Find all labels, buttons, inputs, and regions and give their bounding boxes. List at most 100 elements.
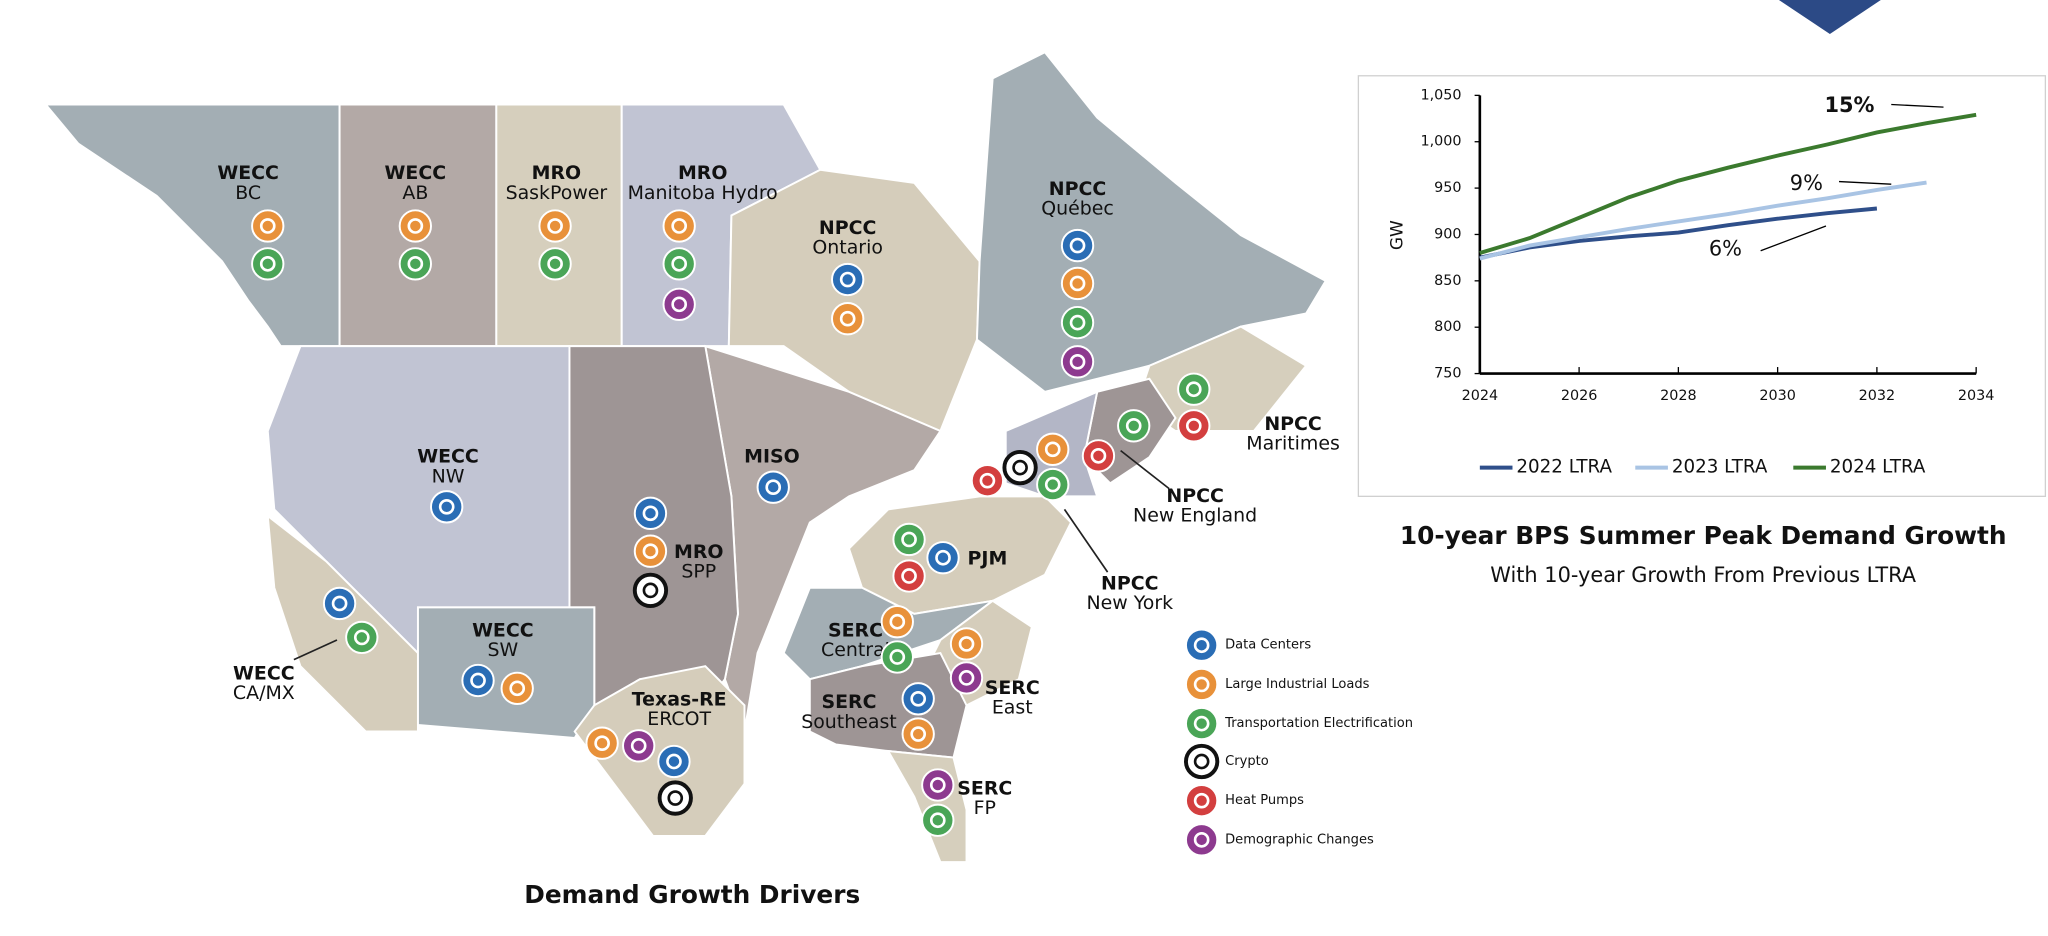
- icon-glyph: [630, 737, 647, 754]
- region-name: WECC: [385, 162, 447, 184]
- icon-glyph: [1090, 448, 1107, 464]
- driver-icon: [949, 661, 984, 695]
- icon-ring: [622, 729, 656, 763]
- annotation-line: [1838, 180, 1892, 185]
- leader-line: [1063, 508, 1109, 573]
- icon-ring: [461, 663, 495, 698]
- icon-ring: [662, 247, 696, 281]
- icon-glyph: [407, 218, 424, 234]
- series-line: [1479, 206, 1878, 260]
- icon-glyph: [547, 218, 563, 234]
- driver-icon: [662, 287, 696, 321]
- icon-ring: [1060, 345, 1095, 379]
- region-name: NPCC: [1166, 485, 1223, 507]
- icon-ring: [1183, 743, 1220, 780]
- driver-icon: [756, 470, 790, 504]
- driver-icon: [1117, 409, 1151, 443]
- region-subname: East: [992, 696, 1033, 718]
- driver-icon: [1184, 823, 1219, 857]
- icon-glyph: [935, 549, 951, 566]
- chart-frame: [1357, 75, 2047, 497]
- corner-shape: [1778, 0, 1881, 34]
- region: [847, 495, 1073, 615]
- driver-icon: [831, 302, 865, 336]
- icon-glyph: [259, 218, 276, 234]
- region-name: PJM: [968, 548, 1008, 570]
- driver-icon: [901, 682, 935, 716]
- icon-glyph: [1069, 275, 1086, 292]
- region-name: SERC: [957, 777, 1012, 799]
- icon-ring: [831, 262, 865, 297]
- icon-ring: [657, 780, 693, 816]
- driver-icon: [633, 534, 668, 568]
- icon-glyph: [407, 256, 424, 272]
- annotation-line: [1760, 225, 1827, 252]
- icon-ring: [500, 671, 534, 705]
- y-tick-label: 950: [1434, 180, 1461, 196]
- region-name: NPCC: [819, 217, 876, 239]
- icon-glyph: [1012, 459, 1028, 476]
- icon-glyph: [1069, 314, 1086, 331]
- annotation: 6%: [1709, 236, 1742, 260]
- icon-glyph: [839, 271, 856, 288]
- region-name: SERC: [828, 619, 883, 641]
- icon-ring: [1081, 439, 1116, 473]
- legend-label: 2022 LTRA: [1516, 457, 1612, 478]
- icon-glyph: [353, 629, 370, 646]
- region-name: NPCC: [1101, 572, 1158, 594]
- icon-glyph: [1125, 417, 1142, 434]
- driver-icon: [345, 620, 379, 655]
- icon-ring: [585, 726, 619, 760]
- icon-ring: [949, 661, 984, 695]
- icon-glyph: [438, 498, 455, 515]
- icon-glyph: [1044, 476, 1061, 493]
- driver-icon: [633, 496, 668, 530]
- x-tick-label: 2034: [1958, 388, 1995, 404]
- driver-icon: [622, 729, 656, 763]
- icon-ring: [1036, 467, 1070, 502]
- legend-label: 2023 LTRA: [1672, 457, 1768, 478]
- y-tick-label: 1,000: [1420, 134, 1461, 150]
- series-line: [1479, 180, 1927, 261]
- icon-ring: [398, 247, 432, 281]
- driver-icon: [901, 717, 935, 751]
- region-name: SERC: [985, 677, 1040, 699]
- region-subname: SW: [487, 639, 518, 661]
- icon-glyph: [671, 296, 688, 313]
- driver-icon: [1060, 228, 1095, 263]
- icon-ring: [756, 470, 790, 504]
- map-legend-label: Heat Pumps: [1225, 793, 1304, 808]
- driver-icon: [1002, 449, 1038, 486]
- icon-ring: [901, 717, 935, 751]
- region: [975, 51, 1328, 393]
- icon-glyph: [910, 726, 927, 742]
- region-subname: Québec: [1041, 197, 1114, 219]
- region: [727, 168, 981, 433]
- icon-glyph: [901, 531, 917, 548]
- region-subname: Manitoba Hydro: [628, 182, 778, 204]
- driver-icon: [921, 803, 955, 837]
- map-legend-label: Crypto: [1225, 754, 1269, 769]
- icon-ring: [1177, 372, 1211, 406]
- map-legend-label: Large Industrial Loads: [1225, 677, 1369, 692]
- icon-ring: [662, 209, 696, 243]
- icon-glyph: [666, 753, 682, 770]
- driver-icon: [1036, 432, 1070, 466]
- icon-ring: [1184, 667, 1219, 702]
- icon-ring: [1060, 266, 1095, 301]
- driver-icon: [538, 209, 572, 243]
- icon-glyph: [979, 472, 996, 489]
- icon-glyph: [901, 568, 917, 584]
- driver-icon: [662, 247, 696, 281]
- y-axis-label: GW: [1388, 220, 1408, 250]
- driver-icon: [949, 627, 984, 661]
- icon-ring: [949, 627, 984, 661]
- driver-icon: [322, 586, 357, 621]
- icon-glyph: [765, 479, 782, 496]
- region-name: WECC: [217, 162, 279, 184]
- icon-glyph: [331, 595, 348, 612]
- region-name: MISO: [744, 446, 800, 468]
- driver-icon: [657, 744, 691, 779]
